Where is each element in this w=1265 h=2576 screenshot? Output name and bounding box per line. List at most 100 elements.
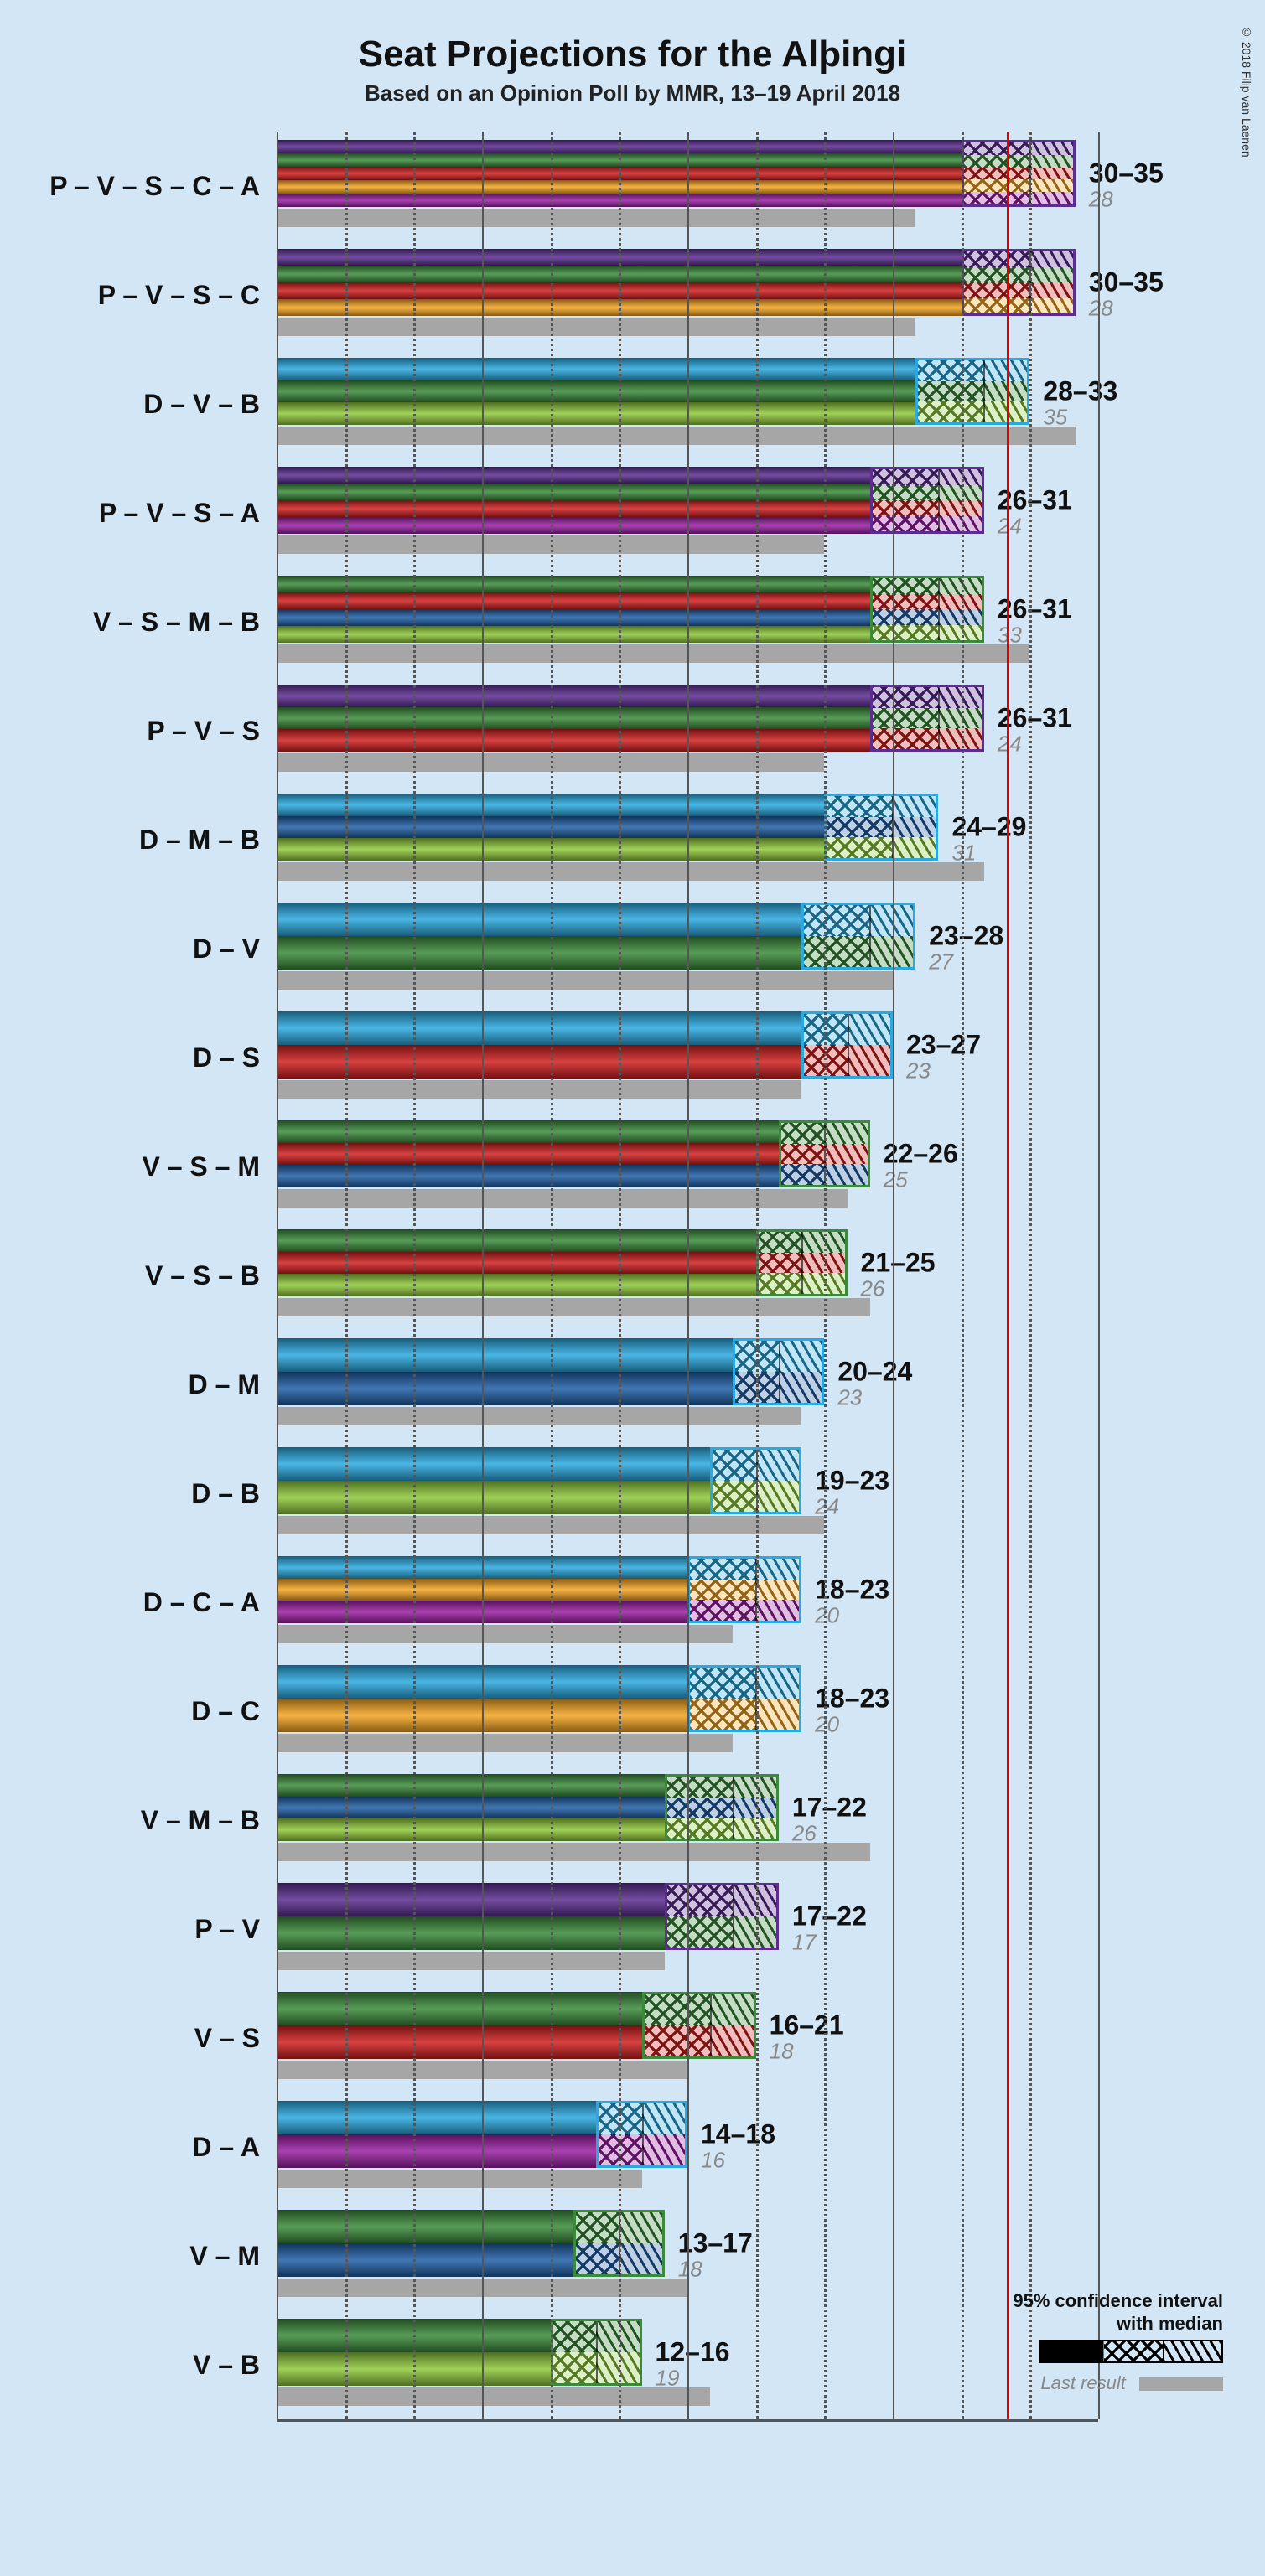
ci-upper-hatch bbox=[755, 1600, 799, 1621]
value-labels: 14–1816 bbox=[687, 2120, 775, 2173]
bar-zone: 22–2625 bbox=[277, 1112, 1098, 1221]
coalition-row: P – V – S – C30–3528 bbox=[25, 241, 1240, 349]
ci-upper-hatch bbox=[892, 837, 936, 858]
bar-zone: 30–3528 bbox=[277, 132, 1098, 241]
confidence-interval bbox=[962, 140, 1076, 207]
ci-upper-hatch bbox=[824, 1144, 867, 1165]
party-stripe bbox=[277, 1011, 893, 1045]
ci-lower-hatch bbox=[918, 401, 983, 422]
last-value: 26 bbox=[861, 1275, 936, 1301]
legend-last-row: Last result bbox=[1013, 2372, 1223, 2394]
last-result-bar bbox=[277, 1734, 733, 1752]
confidence-interval bbox=[596, 2101, 687, 2168]
value-labels: 24–2931 bbox=[938, 813, 1026, 866]
value-labels: 23–2827 bbox=[915, 922, 1003, 975]
ci-upper-hatch bbox=[869, 936, 913, 967]
value-labels: 12–1619 bbox=[642, 2338, 730, 2391]
chart-legend: 95% confidence intervalwith median Last … bbox=[1013, 2290, 1223, 2394]
ci-upper-hatch bbox=[755, 1699, 799, 1730]
range-value: 14–18 bbox=[701, 2120, 775, 2147]
coalition-row: D – C18–2320 bbox=[25, 1657, 1240, 1766]
bar-zone: 21–2526 bbox=[277, 1221, 1098, 1330]
ci-upper-hatch bbox=[938, 687, 982, 708]
ci-lower-hatch bbox=[713, 1481, 755, 1512]
median-tick bbox=[733, 1885, 734, 1948]
last-result-bar bbox=[277, 862, 984, 881]
party-stripe bbox=[277, 180, 1076, 194]
ci-upper-hatch bbox=[1029, 168, 1073, 180]
party-stripe bbox=[277, 194, 1076, 207]
ci-lower-hatch bbox=[759, 1232, 801, 1253]
confidence-interval bbox=[779, 1120, 870, 1187]
ci-lower-hatch bbox=[964, 155, 1029, 168]
range-value: 23–28 bbox=[929, 922, 1003, 949]
ci-upper-hatch bbox=[710, 1994, 754, 2025]
last-result-bar bbox=[277, 1407, 801, 1425]
party-stripe bbox=[277, 249, 1076, 266]
coalition-row: V – S – B21–2526 bbox=[25, 1221, 1240, 1330]
coalition-row: V – S – M – B26–3133 bbox=[25, 567, 1240, 676]
bar-zone: 18–2320 bbox=[277, 1548, 1098, 1657]
last-value: 17 bbox=[792, 1929, 867, 1955]
ci-lower-hatch bbox=[873, 500, 938, 516]
confidence-interval bbox=[870, 576, 984, 643]
range-value: 18–23 bbox=[815, 1684, 889, 1711]
ci-lower-hatch bbox=[964, 251, 1029, 267]
bar-zone: 26–3124 bbox=[277, 458, 1098, 567]
last-value: 23 bbox=[906, 1058, 981, 1084]
last-value: 35 bbox=[1043, 404, 1117, 430]
ci-upper-hatch bbox=[801, 1253, 844, 1274]
range-value: 16–21 bbox=[770, 2011, 844, 2038]
last-value: 26 bbox=[792, 1820, 867, 1846]
range-value: 21–25 bbox=[861, 1249, 936, 1275]
ci-lower-hatch bbox=[576, 2212, 619, 2243]
last-result-bar bbox=[277, 2170, 642, 2188]
ci-lower-hatch bbox=[873, 708, 938, 729]
ci-upper-hatch bbox=[801, 1232, 844, 1253]
ci-upper-hatch bbox=[779, 1341, 822, 1372]
ci-lower-hatch bbox=[667, 1798, 733, 1818]
ci-lower-hatch bbox=[599, 2103, 641, 2134]
bar-zone: 19–2324 bbox=[277, 1439, 1098, 1548]
ci-lower-hatch bbox=[667, 1916, 733, 1948]
ci-lower-hatch bbox=[667, 1818, 733, 1839]
ci-upper-hatch bbox=[755, 1668, 799, 1699]
bar-zone: 14–1816 bbox=[277, 2092, 1098, 2201]
last-result-bar bbox=[277, 2279, 687, 2297]
ci-upper-hatch bbox=[1029, 155, 1073, 168]
ci-upper-hatch bbox=[733, 1818, 776, 1839]
confidence-interval bbox=[733, 1338, 824, 1405]
last-result-bar bbox=[277, 2061, 687, 2079]
bar-zone: 16–2118 bbox=[277, 1984, 1098, 2092]
median-tick bbox=[848, 1014, 849, 1076]
party-stripe bbox=[277, 153, 1076, 167]
party-stripe bbox=[277, 299, 1076, 316]
value-labels: 13–1718 bbox=[665, 2229, 753, 2282]
coalition-bar bbox=[277, 140, 1076, 207]
range-value: 22–26 bbox=[884, 1140, 958, 1166]
coalition-label: D – A bbox=[25, 2132, 277, 2163]
ci-lower-hatch bbox=[667, 1885, 733, 1916]
ci-upper-hatch bbox=[938, 469, 982, 485]
ci-upper-hatch bbox=[596, 2352, 639, 2383]
ci-upper-hatch bbox=[892, 796, 936, 817]
ci-lower-hatch bbox=[873, 625, 938, 641]
coalition-label: D – M – B bbox=[25, 825, 277, 856]
range-value: 30–35 bbox=[1089, 159, 1164, 186]
ci-lower-hatch bbox=[873, 578, 938, 594]
ci-upper-hatch bbox=[983, 401, 1027, 422]
last-value: 28 bbox=[1089, 186, 1164, 212]
coalition-label: D – V bbox=[25, 934, 277, 965]
coalition-label: P – V – S bbox=[25, 716, 277, 747]
median-tick bbox=[938, 687, 940, 749]
last-value: 28 bbox=[1089, 295, 1164, 321]
coalition-row: P – V – S – C – A30–3528 bbox=[25, 132, 1240, 241]
ci-lower-hatch bbox=[873, 609, 938, 625]
range-value: 23–27 bbox=[906, 1031, 981, 1058]
coalition-bar bbox=[277, 1011, 893, 1079]
range-value: 24–29 bbox=[951, 813, 1026, 840]
ci-upper-hatch bbox=[755, 1580, 799, 1601]
coalition-label: D – S bbox=[25, 1042, 277, 1073]
ci-upper-hatch bbox=[869, 905, 913, 936]
ci-lower-hatch bbox=[576, 2243, 619, 2274]
